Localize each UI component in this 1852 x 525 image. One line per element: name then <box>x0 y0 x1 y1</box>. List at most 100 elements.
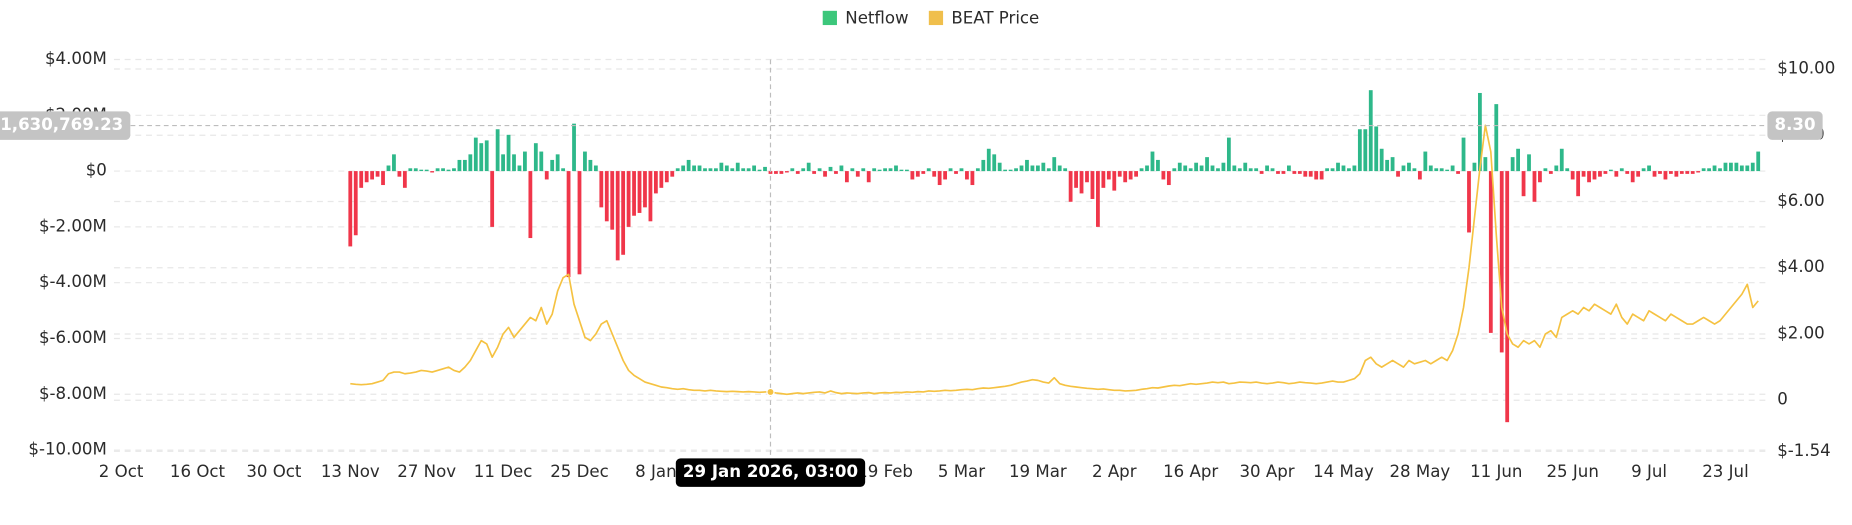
bar <box>1532 171 1537 202</box>
bar <box>1679 171 1684 174</box>
bar <box>1467 171 1471 233</box>
bar <box>588 159 593 172</box>
bar <box>1478 92 1482 172</box>
bar <box>1385 159 1390 172</box>
bar <box>790 168 795 172</box>
bar <box>1336 162 1340 172</box>
bar <box>1729 162 1733 172</box>
bar <box>905 169 909 172</box>
bar <box>561 168 566 172</box>
bar <box>1046 168 1051 172</box>
x-tick-label: 9 Jul <box>1631 462 1667 481</box>
bar <box>1625 171 1630 174</box>
bar <box>1554 165 1559 172</box>
bar <box>1401 165 1406 172</box>
bar <box>593 165 598 172</box>
bar <box>1696 171 1701 173</box>
bar <box>1412 168 1417 172</box>
crosshair-y-label: 1,630,769.23 <box>0 111 131 140</box>
bar <box>1396 171 1400 177</box>
bar <box>1237 168 1242 172</box>
bar <box>883 168 887 172</box>
x-tick-label: 5 Mar <box>938 462 985 481</box>
bar <box>1216 168 1220 172</box>
bar <box>1461 137 1466 172</box>
bar <box>577 171 582 275</box>
bar <box>1488 171 1493 333</box>
bar <box>784 171 789 173</box>
bar <box>1357 129 1362 172</box>
x-tick-label: 25 Jun <box>1546 462 1598 481</box>
bar <box>817 168 822 172</box>
x-tick-label: 11 Dec <box>474 462 533 481</box>
bar <box>812 171 817 174</box>
bar <box>1494 104 1499 172</box>
bar <box>1630 171 1635 183</box>
bar <box>1205 157 1209 172</box>
bar <box>752 165 757 172</box>
legend-swatch <box>928 10 944 26</box>
x-tick-label: 11 Jun <box>1470 462 1522 481</box>
bar <box>381 171 385 186</box>
bar <box>714 168 718 172</box>
x-tick-label: 25 Dec <box>550 462 609 481</box>
bar <box>1232 165 1237 172</box>
y2-tick-label: $2.00 <box>1777 323 1825 342</box>
y2-tick-label: $4.00 <box>1777 257 1825 276</box>
bar <box>490 171 495 227</box>
bar <box>468 154 473 172</box>
bar <box>1281 171 1286 174</box>
bar <box>615 171 620 261</box>
bar <box>1287 165 1291 172</box>
bar <box>1587 171 1591 183</box>
bar <box>768 171 773 174</box>
bar <box>441 168 445 172</box>
x-tick-label: 23 Jul <box>1702 462 1748 481</box>
bar <box>1641 168 1646 172</box>
bar <box>1303 171 1308 177</box>
bar <box>1265 165 1269 172</box>
bar <box>528 171 533 239</box>
bar <box>512 154 516 172</box>
bar <box>1123 171 1128 183</box>
bar <box>954 171 958 174</box>
bar <box>1450 165 1455 172</box>
bar <box>915 171 920 177</box>
bar <box>735 162 740 172</box>
bar <box>1472 162 1477 172</box>
bar <box>1636 171 1641 177</box>
bar <box>462 159 467 172</box>
bar <box>1756 151 1761 172</box>
bar <box>1548 171 1553 174</box>
legend-label[interactable]: BEAT Price <box>951 9 1039 28</box>
x-tick-label: 8 Jan <box>635 462 676 481</box>
crosshair-y2-label: 8.30 <box>1767 111 1823 140</box>
bar <box>1085 171 1089 183</box>
x-tick-label: 2 Apr <box>1092 462 1137 481</box>
bar <box>1505 171 1510 423</box>
bar <box>610 171 615 230</box>
bar <box>1177 162 1182 172</box>
bar <box>1718 168 1722 172</box>
bar <box>517 165 522 172</box>
bar <box>1734 162 1739 172</box>
bar <box>986 148 991 172</box>
bar <box>1521 171 1526 197</box>
bar <box>866 171 871 183</box>
crosshair-y2-label-text: 8.30 <box>1775 115 1816 134</box>
bar <box>1543 168 1548 172</box>
bar <box>1172 168 1177 172</box>
bar <box>844 171 849 183</box>
x-tick-label: 2 Oct <box>99 462 144 481</box>
bar <box>921 171 926 174</box>
bar <box>1379 148 1384 172</box>
legend-label[interactable]: Netflow <box>845 9 908 28</box>
bar <box>855 171 860 177</box>
y2-tick-label: $10.00 <box>1777 58 1835 77</box>
bar <box>1041 162 1046 172</box>
bar <box>397 171 402 177</box>
bar <box>1090 171 1095 199</box>
bar <box>1417 171 1422 180</box>
bar <box>1603 171 1608 174</box>
